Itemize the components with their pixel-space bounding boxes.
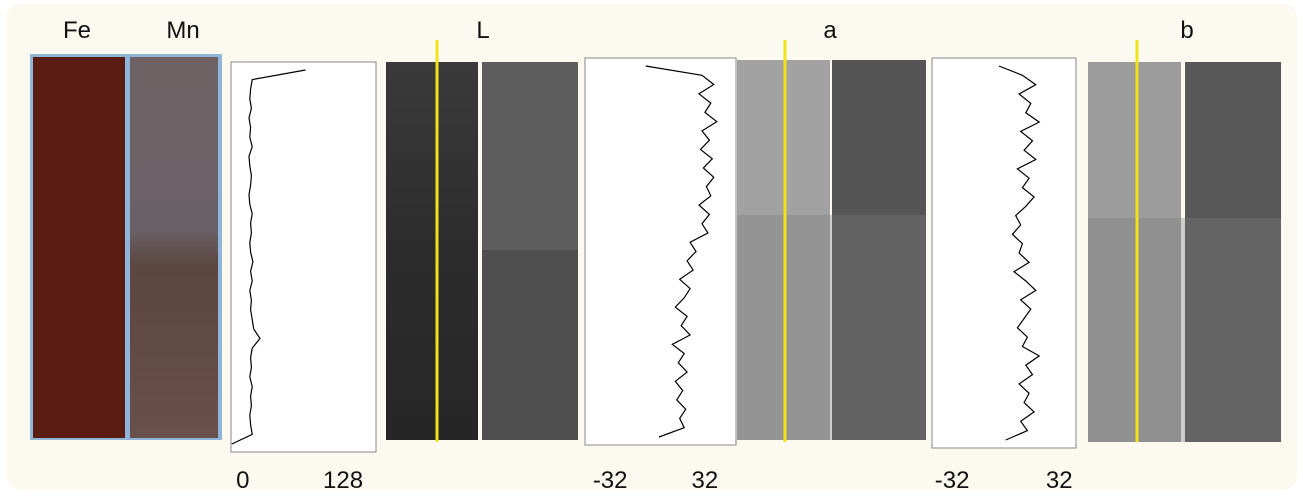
x-tick-label: 32	[1046, 467, 1073, 494]
b-image-lower	[1088, 218, 1281, 442]
profile-line	[998, 65, 1041, 441]
plot-frame	[584, 57, 737, 446]
panel-label: L	[476, 17, 489, 44]
profile-line	[231, 69, 306, 445]
b-image-1	[1088, 62, 1181, 442]
x-tick-label: 32	[692, 467, 719, 494]
a-image-2	[832, 60, 926, 440]
panel-label: Fe	[63, 17, 91, 44]
profile-line	[645, 65, 718, 438]
a-image-lower	[737, 215, 926, 440]
x-tick-label: 128	[323, 467, 363, 494]
fe-image	[33, 57, 125, 438]
b-image-2	[1185, 62, 1281, 442]
plot-frame	[931, 57, 1077, 449]
l-image-2-lower	[482, 250, 578, 440]
panel-label: Mn	[166, 17, 199, 44]
panel-label: a	[823, 17, 837, 44]
mn-image	[130, 57, 218, 438]
x-tick-label: -32	[935, 467, 970, 494]
plot-frame	[230, 61, 377, 453]
x-tick-label: -32	[593, 467, 628, 494]
l-image-1	[386, 62, 478, 440]
x-tick-label: 0	[236, 467, 249, 494]
panel-label: b	[1180, 17, 1193, 44]
